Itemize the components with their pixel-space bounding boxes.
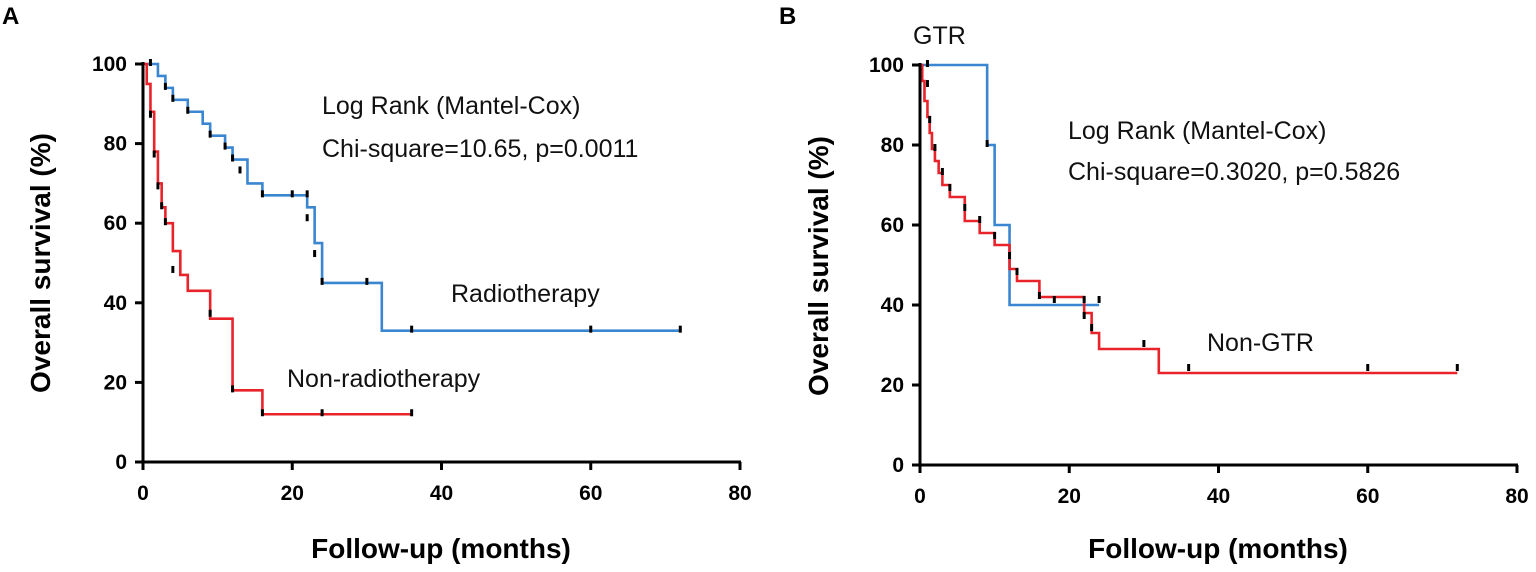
panel-a-y-tick-label: 80 [104, 133, 127, 156]
panel-a-annotation-test: Log Rank (Mantel-Cox) [322, 92, 580, 120]
panel-b-y-axis-title: Overall survival (%) [803, 136, 834, 396]
panel-a-axes [141, 62, 741, 464]
panel-b-x-tick-label: 60 [1356, 485, 1379, 508]
panel-a-letter: A [2, 3, 19, 30]
panel-b-x-tick-label: 20 [1058, 485, 1081, 508]
panel-b-curves [920, 60, 1459, 375]
panel-b-x-tick-label: 40 [1207, 485, 1230, 508]
panel-a-y-tick-label: 0 [115, 451, 127, 474]
panel-b-letter: B [779, 3, 796, 30]
panel-b-y-tick-label: 20 [881, 374, 904, 397]
panel-a-x-tick-label: 0 [137, 482, 149, 505]
panel-b-x-axis-title: Follow-up (months) [1088, 533, 1348, 564]
panel-b-axes [918, 63, 1518, 467]
panel-b-curve-non-gtr [920, 63, 1458, 375]
panel-b-x-tick-label: 80 [1505, 485, 1528, 508]
panel-a-x-tick-label: 60 [579, 482, 602, 505]
panel-a-curves [143, 59, 682, 417]
panel-a-label-non-radiotherapy: Non-radiotherapy [287, 365, 481, 393]
panel-b-curve-gtr [920, 63, 1100, 307]
panel-a-x-tick-label: 40 [430, 482, 453, 505]
panel-a-y-tick-label: 40 [104, 292, 127, 315]
panel-a: A 0 20 40 60 80 100 0 20 40 60 80 Log Rank (Mantel… [2, 3, 752, 564]
panel-b-y-tick-label: 60 [881, 214, 904, 237]
panel-a-annotation-stat: Chi-square=10.65, p=0.0011 [322, 135, 638, 163]
panel-b-y-tick-label: 80 [881, 134, 904, 157]
panel-b-annotation-stat: Chi-square=0.3020, p=0.5826 [1068, 158, 1400, 186]
panel-b-y-tick-label: 100 [869, 54, 904, 77]
panel-b: B 0 20 40 60 80 100 0 20 40 60 80 Log Rank (Mantel… [779, 3, 1529, 564]
panel-b-label-gtr: GTR [913, 22, 966, 50]
panel-a-y-tick-label: 60 [104, 212, 127, 235]
panel-b-y-tick-label: 40 [881, 294, 904, 317]
panel-a-y-tick-label: 100 [92, 53, 127, 76]
panel-a-y-tick-label: 20 [104, 371, 127, 394]
panel-a-x-tick-label: 20 [281, 482, 304, 505]
panel-a-x-axis-title: Follow-up (months) [311, 533, 571, 564]
panel-b-x-tick-label: 0 [914, 485, 926, 508]
panel-a-curve-radiotherapy [143, 62, 681, 332]
panel-b-annotation-test: Log Rank (Mantel-Cox) [1068, 117, 1326, 145]
panel-b-y-tick-label: 0 [892, 454, 904, 477]
panel-a-x-tick-label: 80 [728, 482, 751, 505]
panel-a-y-axis-title: Overall survival (%) [25, 133, 56, 393]
panel-a-ticks: 0 20 40 60 80 100 0 20 40 60 80 [92, 53, 752, 505]
panel-a-label-radiotherapy: Radiotherapy [451, 280, 600, 308]
panel-b-label-non-gtr: Non-GTR [1207, 329, 1314, 357]
